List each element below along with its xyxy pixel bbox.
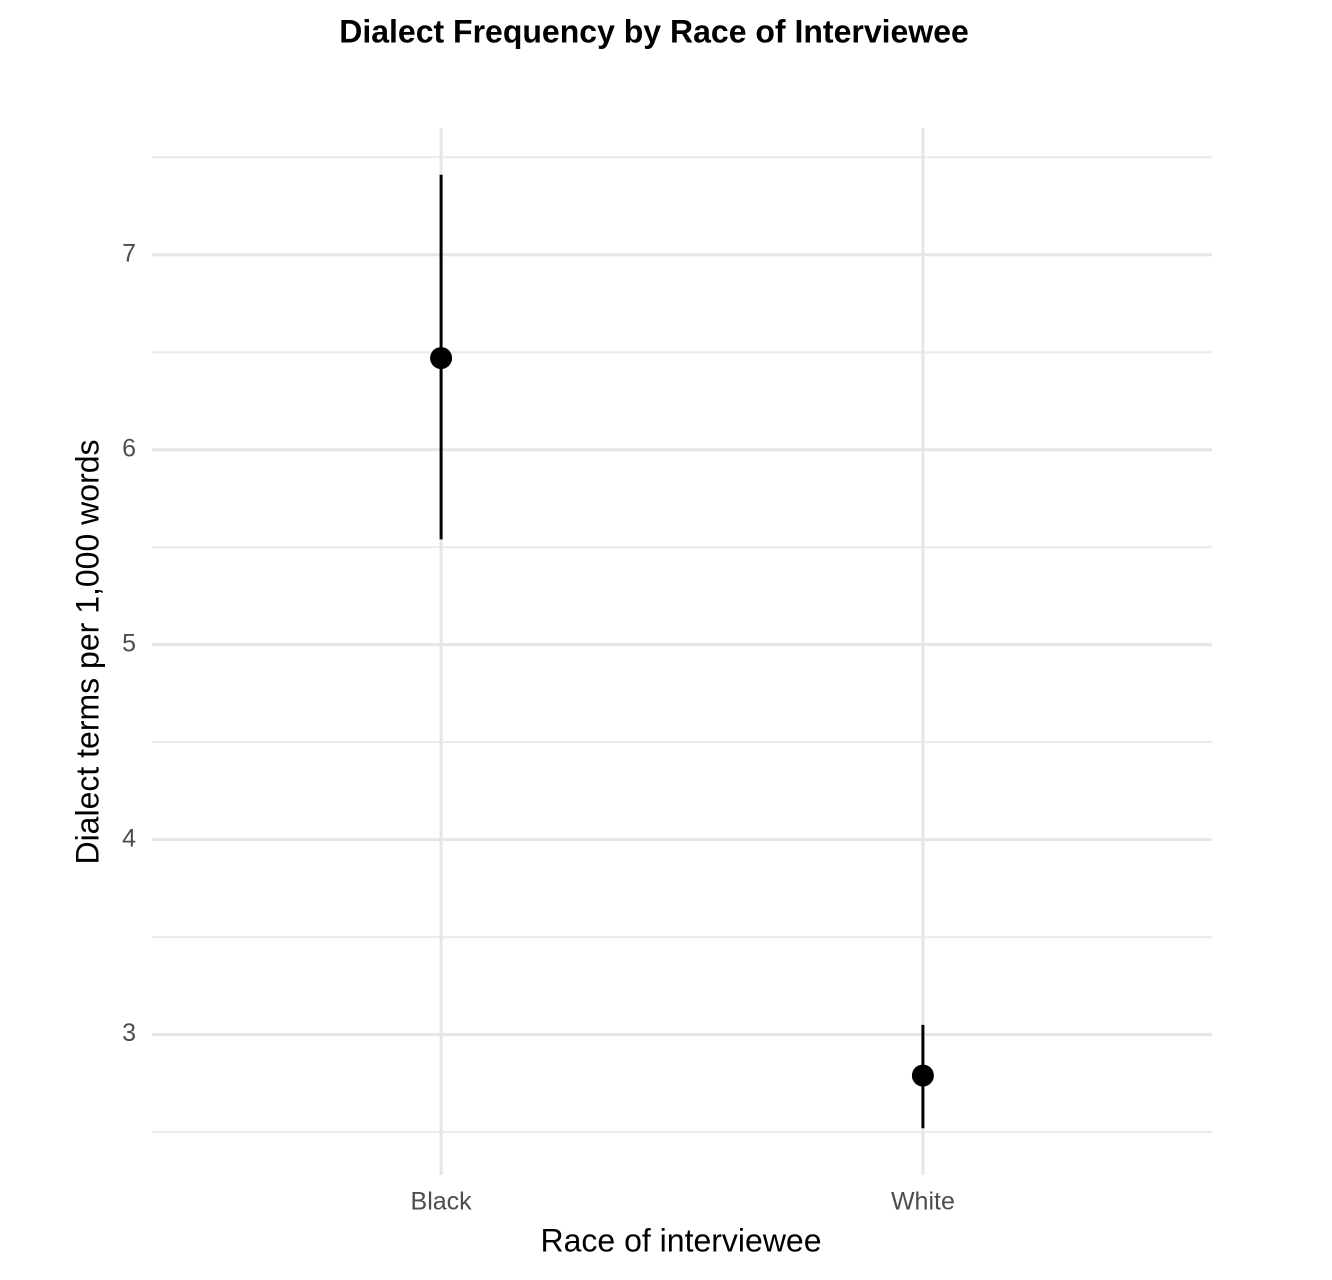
point <box>430 347 453 370</box>
y-tick-label: 5 <box>122 629 136 657</box>
x-tick-label: White <box>891 1188 955 1216</box>
x-tick-label: Black <box>411 1188 473 1216</box>
x-axis-title: Race of interviewee <box>540 1222 821 1258</box>
chart-title: Dialect Frequency by Race of Interviewee <box>339 13 969 49</box>
y-tick-label: 3 <box>122 1019 136 1047</box>
point <box>911 1064 934 1087</box>
y-axis-title: Dialect terms per 1,000 words <box>69 439 105 864</box>
y-tick-label: 4 <box>122 824 136 852</box>
y-tick-label: 6 <box>122 434 136 462</box>
y-tick-label: 7 <box>122 239 136 267</box>
